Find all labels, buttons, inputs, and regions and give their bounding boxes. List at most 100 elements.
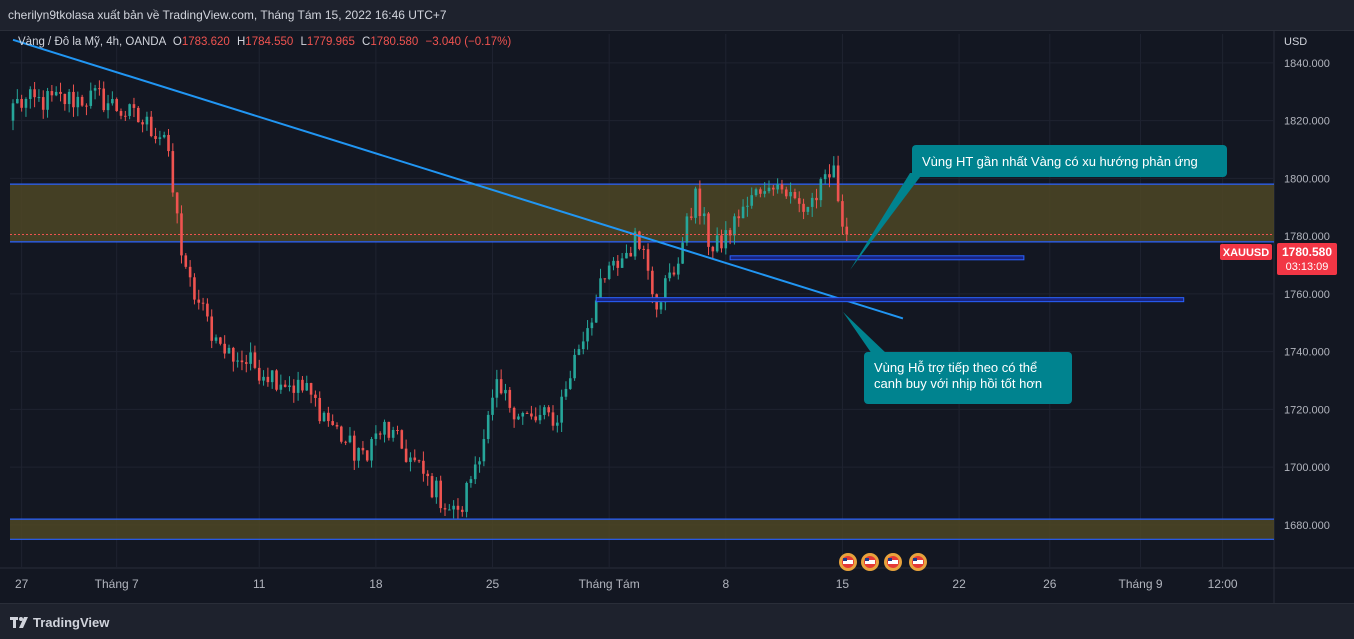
y-tick-label: 1800.000 — [1284, 173, 1330, 185]
candle-body — [789, 191, 792, 197]
candle-body — [741, 206, 745, 219]
candle-body — [41, 97, 45, 110]
economic-events[interactable] — [839, 553, 927, 571]
candle-body — [426, 473, 430, 477]
candle-body — [46, 91, 49, 110]
us-flag-icon[interactable] — [861, 553, 879, 571]
candle-body — [685, 216, 689, 243]
x-tick-label: Tháng 9 — [1118, 577, 1162, 591]
candle-body — [283, 384, 287, 387]
candle-body — [154, 136, 157, 139]
candle-body — [737, 216, 741, 219]
callout-2-text: Vùng Hỗ trợ tiếp theo có thể — [874, 360, 1037, 375]
candle-body — [132, 104, 136, 108]
candle-body — [89, 90, 93, 106]
close-label: C — [362, 36, 370, 48]
candle-body — [11, 103, 15, 121]
last-price-tag: XAUUSD 1780.580 03:13:09 — [1220, 243, 1337, 275]
candle-body — [340, 426, 343, 442]
symbol-legend: Vàng / Đô la Mỹ, 4h, OANDA O1783.620 H17… — [18, 36, 511, 48]
callout-2-text-line2: canh buy với nhịp hồi tốt hơn — [874, 376, 1042, 391]
us-flag-icon[interactable] — [909, 553, 927, 571]
tradingview-logo[interactable]: TradingView — [10, 615, 109, 630]
candle-body — [119, 111, 123, 116]
candle-body — [664, 278, 667, 303]
x-tick-label: 27 — [15, 577, 29, 591]
candle-body — [184, 255, 188, 267]
symbol-line: Vàng / Đô la Mỹ, 4h, OANDA O1783.620 H17… — [18, 36, 511, 48]
candle-body — [162, 134, 166, 138]
candle-body — [577, 349, 581, 355]
candle-body — [219, 337, 222, 344]
candle-body — [750, 195, 754, 206]
candle-body — [836, 165, 840, 202]
candle-body — [16, 98, 19, 104]
us-flag-icon[interactable] — [884, 553, 902, 571]
axes: USD 1840.000 1820.000 1800.000 1780.000 1760… — [15, 36, 1330, 591]
candle-body — [24, 98, 28, 108]
candle-body — [651, 270, 654, 295]
y-tick-label: 1840.000 — [1284, 58, 1330, 70]
candle-body — [413, 457, 417, 461]
x-tick-label: 22 — [952, 577, 966, 591]
candle-body — [244, 362, 248, 364]
candle-body — [607, 265, 611, 279]
candle-body — [776, 184, 779, 190]
callout-1-text: Vùng HT gần nhất Vàng có xu hướng phản ứ… — [922, 154, 1198, 169]
candle-body — [702, 213, 706, 217]
candle-body — [188, 266, 192, 278]
support-line — [595, 297, 1185, 303]
candle-body — [603, 278, 607, 280]
candle-body — [270, 370, 274, 383]
candle-body — [430, 476, 434, 498]
candle-body — [102, 88, 106, 111]
candle-body — [365, 450, 369, 461]
candle-body — [711, 246, 715, 252]
candle-body — [167, 134, 170, 152]
candle-body — [292, 385, 296, 393]
x-tick-label: 8 — [722, 577, 729, 591]
candle-body — [197, 299, 201, 303]
y-tick-label: 1760.000 — [1284, 289, 1330, 301]
candle-body — [456, 505, 460, 510]
candle-body — [581, 341, 585, 350]
candle-body — [590, 322, 594, 329]
candle-body — [629, 252, 633, 257]
candle-body — [63, 93, 67, 105]
candle-body — [819, 179, 823, 201]
candle-body — [67, 91, 71, 105]
candle-body — [478, 461, 481, 465]
footer-bar: TradingView — [0, 603, 1354, 639]
open-label: O — [173, 36, 182, 48]
candle-body — [672, 272, 676, 275]
y-tick-label: 1780.000 — [1284, 231, 1330, 243]
candle-body — [452, 505, 455, 510]
low-label: L — [300, 36, 307, 48]
candle-body — [810, 197, 814, 207]
candle-body — [499, 379, 503, 394]
callouts: Vùng HT gần nhất Vàng có xu hướng phản ứ… — [843, 145, 1227, 404]
candle-body — [568, 378, 572, 389]
candle-body — [240, 360, 244, 363]
price-chart[interactable]: Vùng HT gần nhất Vàng có xu hướng phản ứ… — [0, 30, 1354, 603]
candle-body — [72, 91, 75, 108]
candle-body — [802, 203, 805, 212]
us-flag-icon[interactable] — [839, 553, 857, 571]
candle-body — [266, 376, 270, 383]
candle-body — [841, 201, 844, 227]
candle-body — [136, 107, 140, 123]
candle-body — [322, 412, 326, 422]
y-tick-label: 1820.000 — [1284, 116, 1330, 128]
candle-body — [214, 337, 218, 341]
candle-body — [586, 328, 589, 342]
candle-body — [318, 397, 322, 422]
tradingview-logo-icon — [10, 617, 28, 628]
candle-body — [175, 192, 179, 214]
candle-body — [314, 394, 317, 398]
candle-body — [106, 103, 110, 111]
candle-body — [521, 412, 525, 417]
candle-body — [538, 414, 542, 421]
candle-body — [210, 316, 214, 341]
candle-body — [171, 151, 175, 193]
candle-body — [720, 235, 723, 249]
